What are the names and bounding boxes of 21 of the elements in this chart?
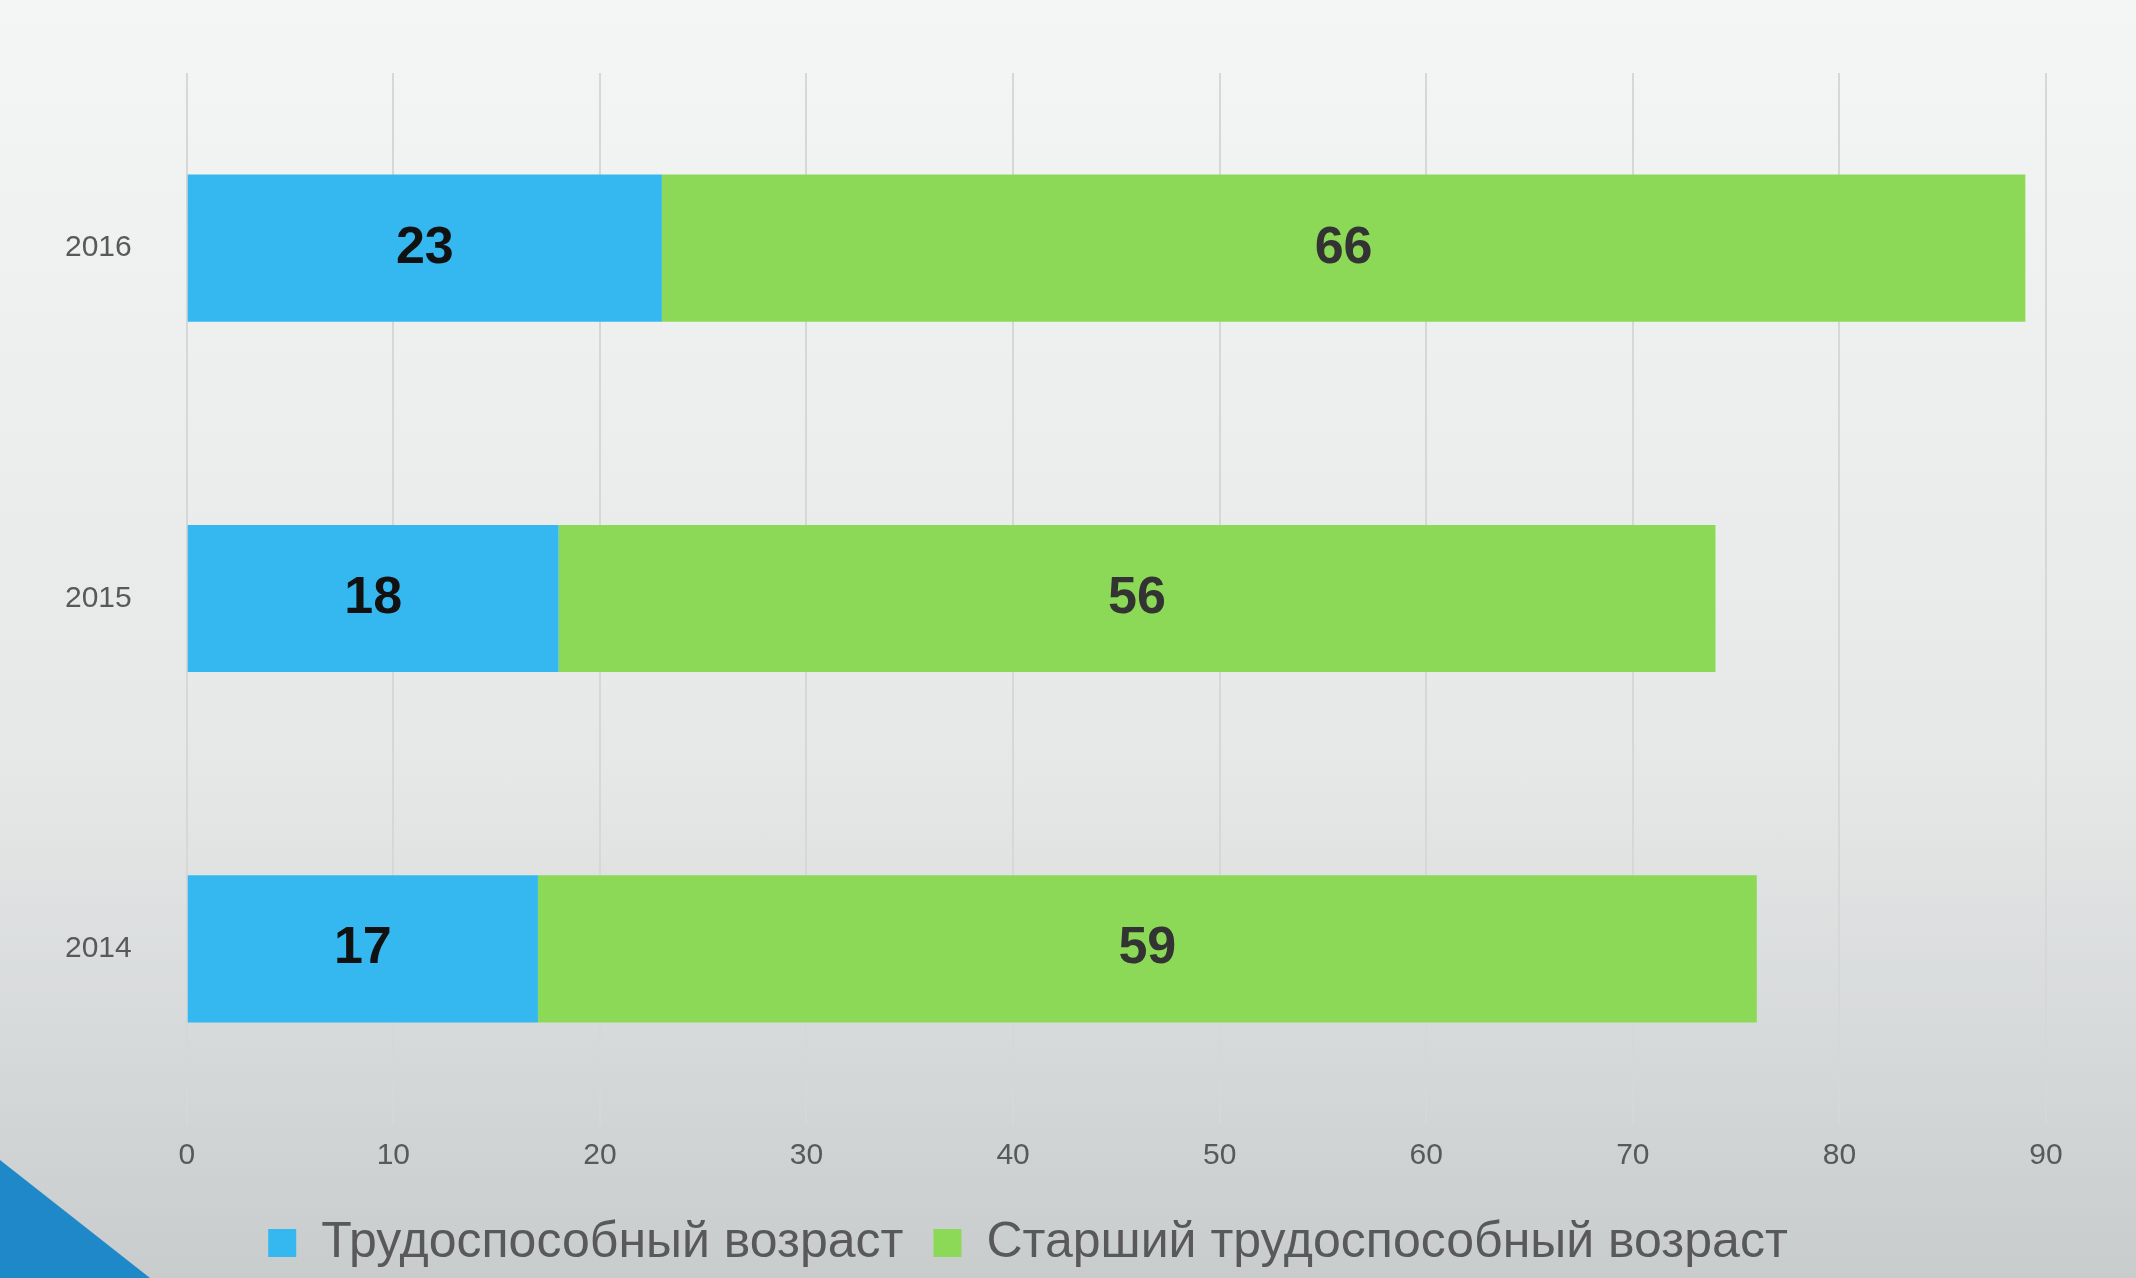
y-tick-label: 2014 — [64, 930, 132, 964]
data-label: 66 — [1314, 215, 1373, 274]
x-tick-label: 0 — [178, 1137, 196, 1171]
x-tick-label: 90 — [2029, 1137, 2063, 1171]
x-tick-label: 10 — [376, 1137, 411, 1171]
x-tick-label: 20 — [583, 1137, 617, 1171]
data-label: 23 — [395, 215, 454, 274]
data-label: 17 — [333, 916, 392, 975]
x-tick-label: 50 — [1202, 1137, 1237, 1171]
data-label: 59 — [1118, 916, 1177, 975]
y-tick-label: 2015 — [64, 579, 132, 613]
legend-label: Старший трудоспособный возраст — [986, 1211, 1788, 1268]
data-label: 18 — [344, 565, 403, 624]
x-tick-label: 40 — [996, 1137, 1030, 1171]
y-tick-label: 2016 — [64, 229, 132, 263]
x-tick-label: 80 — [1822, 1137, 1857, 1171]
x-tick-label: 70 — [1616, 1137, 1650, 1171]
x-tick-label: 60 — [1409, 1137, 1443, 1171]
x-tick-label: 30 — [789, 1137, 824, 1171]
legend-label: Трудоспособный возраст — [321, 1211, 904, 1268]
data-label: 56 — [1108, 565, 1166, 624]
